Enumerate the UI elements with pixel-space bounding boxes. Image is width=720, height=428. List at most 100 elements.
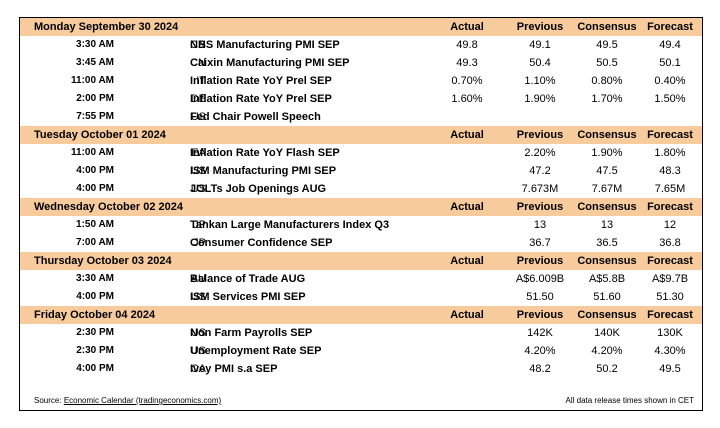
event-consensus: 1.90% bbox=[591, 147, 623, 159]
column-header-actual: Actual bbox=[450, 201, 484, 213]
event-country: EA bbox=[191, 147, 206, 159]
event-consensus: 7.67M bbox=[591, 183, 623, 195]
event-row: 7:00 AM JP Consumer Confidence SEP 36.7 36.5… bbox=[20, 234, 702, 252]
event-time: 4:00 PM bbox=[76, 363, 114, 374]
event-time: 3:45 AM bbox=[76, 57, 114, 68]
event-time: 2:30 PM bbox=[76, 327, 114, 338]
column-header-consensus: Consensus bbox=[577, 201, 637, 213]
event-actual: 49.8 bbox=[456, 39, 478, 51]
event-name: NBS Manufacturing PMI SEP bbox=[190, 39, 340, 51]
column-header-forecast: Forecast bbox=[647, 255, 693, 267]
event-name: Caixin Manufacturing PMI SEP bbox=[190, 57, 350, 69]
event-name: Ivey PMI s.a SEP bbox=[190, 363, 278, 375]
column-header-previous: Previous bbox=[516, 255, 564, 267]
event-time: 2:30 PM bbox=[76, 345, 114, 356]
day-header: Wednesday October 02 2024 Actual Previous C… bbox=[20, 198, 702, 216]
day-date: Thursday October 03 2024 bbox=[34, 255, 172, 267]
event-name: Unemployment Rate SEP bbox=[190, 345, 322, 357]
event-previous: 1.10% bbox=[524, 75, 556, 87]
event-time: 4:00 PM bbox=[76, 165, 114, 176]
event-name: Inflation Rate YoY Flash SEP bbox=[190, 147, 340, 159]
event-row: 1:50 AM JP Tankan Large Manufacturers Inde… bbox=[20, 216, 702, 234]
event-time: 11:00 AM bbox=[71, 75, 114, 86]
day-date: Friday October 04 2024 bbox=[34, 309, 156, 321]
event-consensus: 36.5 bbox=[596, 237, 618, 249]
column-header-forecast: Forecast bbox=[647, 129, 693, 141]
event-country: DE bbox=[190, 93, 206, 105]
day-date: Wednesday October 02 2024 bbox=[34, 201, 183, 213]
event-consensus: 51.60 bbox=[593, 291, 621, 303]
timezone-note: All data release times shown in CET bbox=[565, 396, 695, 405]
event-time: 4:00 PM bbox=[76, 183, 114, 194]
event-consensus: 0.80% bbox=[591, 75, 623, 87]
event-country: AU bbox=[190, 273, 206, 285]
event-consensus: 13 bbox=[600, 219, 614, 231]
event-row: 3:45 AM CN Caixin Manufacturing PMI SEP 49.… bbox=[20, 54, 702, 72]
event-actual: 1.60% bbox=[451, 93, 483, 105]
event-row: 2:00 PM DE Inflation Rate YoY Prel SEP 1.60… bbox=[20, 90, 702, 108]
event-consensus: 4.20% bbox=[591, 345, 623, 357]
event-previous: 142K bbox=[527, 327, 553, 339]
event-country: CN bbox=[190, 39, 206, 51]
event-forecast: 1.80% bbox=[654, 147, 686, 159]
event-row: 4:00 PM US ISM Manufacturing PMI SEP 47.2 47… bbox=[20, 162, 702, 180]
event-country: US bbox=[190, 345, 206, 357]
calendar-table: Source: Economic Calendar (tradingeconom… bbox=[19, 17, 703, 411]
event-forecast: 1.50% bbox=[654, 93, 686, 105]
event-consensus: A$5.8B bbox=[588, 273, 626, 285]
event-name: Fed Chair Powell Speech bbox=[190, 111, 321, 123]
column-header-consensus: Consensus bbox=[577, 309, 637, 321]
event-name: ISM Services PMI SEP bbox=[190, 291, 306, 303]
event-previous: 50.4 bbox=[529, 57, 551, 69]
day-header: Friday October 04 2024 Actual Previous Cons… bbox=[20, 306, 702, 324]
event-row: 4:00 PM CA Ivey PMI s.a SEP 48.2 50.2 49.5 bbox=[20, 360, 702, 378]
event-time: 3:30 AM bbox=[76, 273, 114, 284]
source-link[interactable]: Economic Calendar (tradingeconomics.com) bbox=[63, 396, 222, 405]
event-country: US bbox=[190, 291, 206, 303]
column-header-actual: Actual bbox=[450, 309, 484, 321]
event-consensus: 1.70% bbox=[591, 93, 623, 105]
event-previous: 47.2 bbox=[529, 165, 551, 177]
event-consensus: 140K bbox=[594, 327, 620, 339]
column-header-consensus: Consensus bbox=[577, 21, 637, 33]
column-header-forecast: Forecast bbox=[647, 309, 693, 321]
event-name: Consumer Confidence SEP bbox=[190, 237, 333, 249]
event-previous: 7.673M bbox=[521, 183, 559, 195]
event-time: 1:50 AM bbox=[76, 219, 114, 230]
event-forecast: 50.1 bbox=[659, 57, 681, 69]
event-forecast: 49.4 bbox=[659, 39, 681, 51]
column-header-consensus: Consensus bbox=[577, 129, 637, 141]
event-time: 11:00 AM bbox=[71, 147, 114, 158]
event-consensus: 50.2 bbox=[596, 363, 618, 375]
event-previous: 2.20% bbox=[524, 147, 556, 159]
event-time: 4:00 PM bbox=[76, 291, 114, 302]
event-forecast: 12 bbox=[663, 219, 677, 231]
column-header-previous: Previous bbox=[516, 129, 564, 141]
event-actual: 49.3 bbox=[456, 57, 478, 69]
event-forecast: 49.5 bbox=[659, 363, 681, 375]
source-label: Source: bbox=[34, 396, 62, 405]
event-actual: 0.70% bbox=[451, 75, 483, 87]
event-previous: 36.7 bbox=[529, 237, 551, 249]
event-forecast: 36.8 bbox=[659, 237, 681, 249]
event-row: 2:30 PM US Non Farm Payrolls SEP 142K 140K 13… bbox=[20, 324, 702, 342]
day-header: Tuesday October 01 2024 Actual Previous Con… bbox=[20, 126, 702, 144]
column-header-actual: Actual bbox=[450, 255, 484, 267]
event-time: 7:55 PM bbox=[76, 111, 114, 122]
event-name: JOLTs Job Openings AUG bbox=[190, 183, 327, 195]
event-previous: 48.2 bbox=[529, 363, 551, 375]
event-previous: 51.50 bbox=[526, 291, 554, 303]
event-name: Balance of Trade AUG bbox=[190, 273, 306, 285]
event-row: 3:30 AM CN NBS Manufacturing PMI SEP 49.8 49… bbox=[20, 36, 702, 54]
column-header-previous: Previous bbox=[516, 201, 564, 213]
event-previous: A$6.009B bbox=[515, 273, 565, 285]
event-row: 2:30 PM US Unemployment Rate SEP 4.20% 4.20%… bbox=[20, 342, 702, 360]
day-date: Tuesday October 01 2024 bbox=[34, 129, 166, 141]
event-row: 4:00 PM US JOLTs Job Openings AUG 7.673M 7.6… bbox=[20, 180, 702, 198]
event-forecast: A$9.7B bbox=[651, 273, 689, 285]
event-country: IT bbox=[196, 75, 206, 87]
event-forecast: 0.40% bbox=[654, 75, 686, 87]
event-time: 3:30 AM bbox=[76, 39, 114, 50]
event-row: 11:00 AM IT Inflation Rate YoY Prel SEP 0.7… bbox=[20, 72, 702, 90]
column-header-actual: Actual bbox=[450, 21, 484, 33]
